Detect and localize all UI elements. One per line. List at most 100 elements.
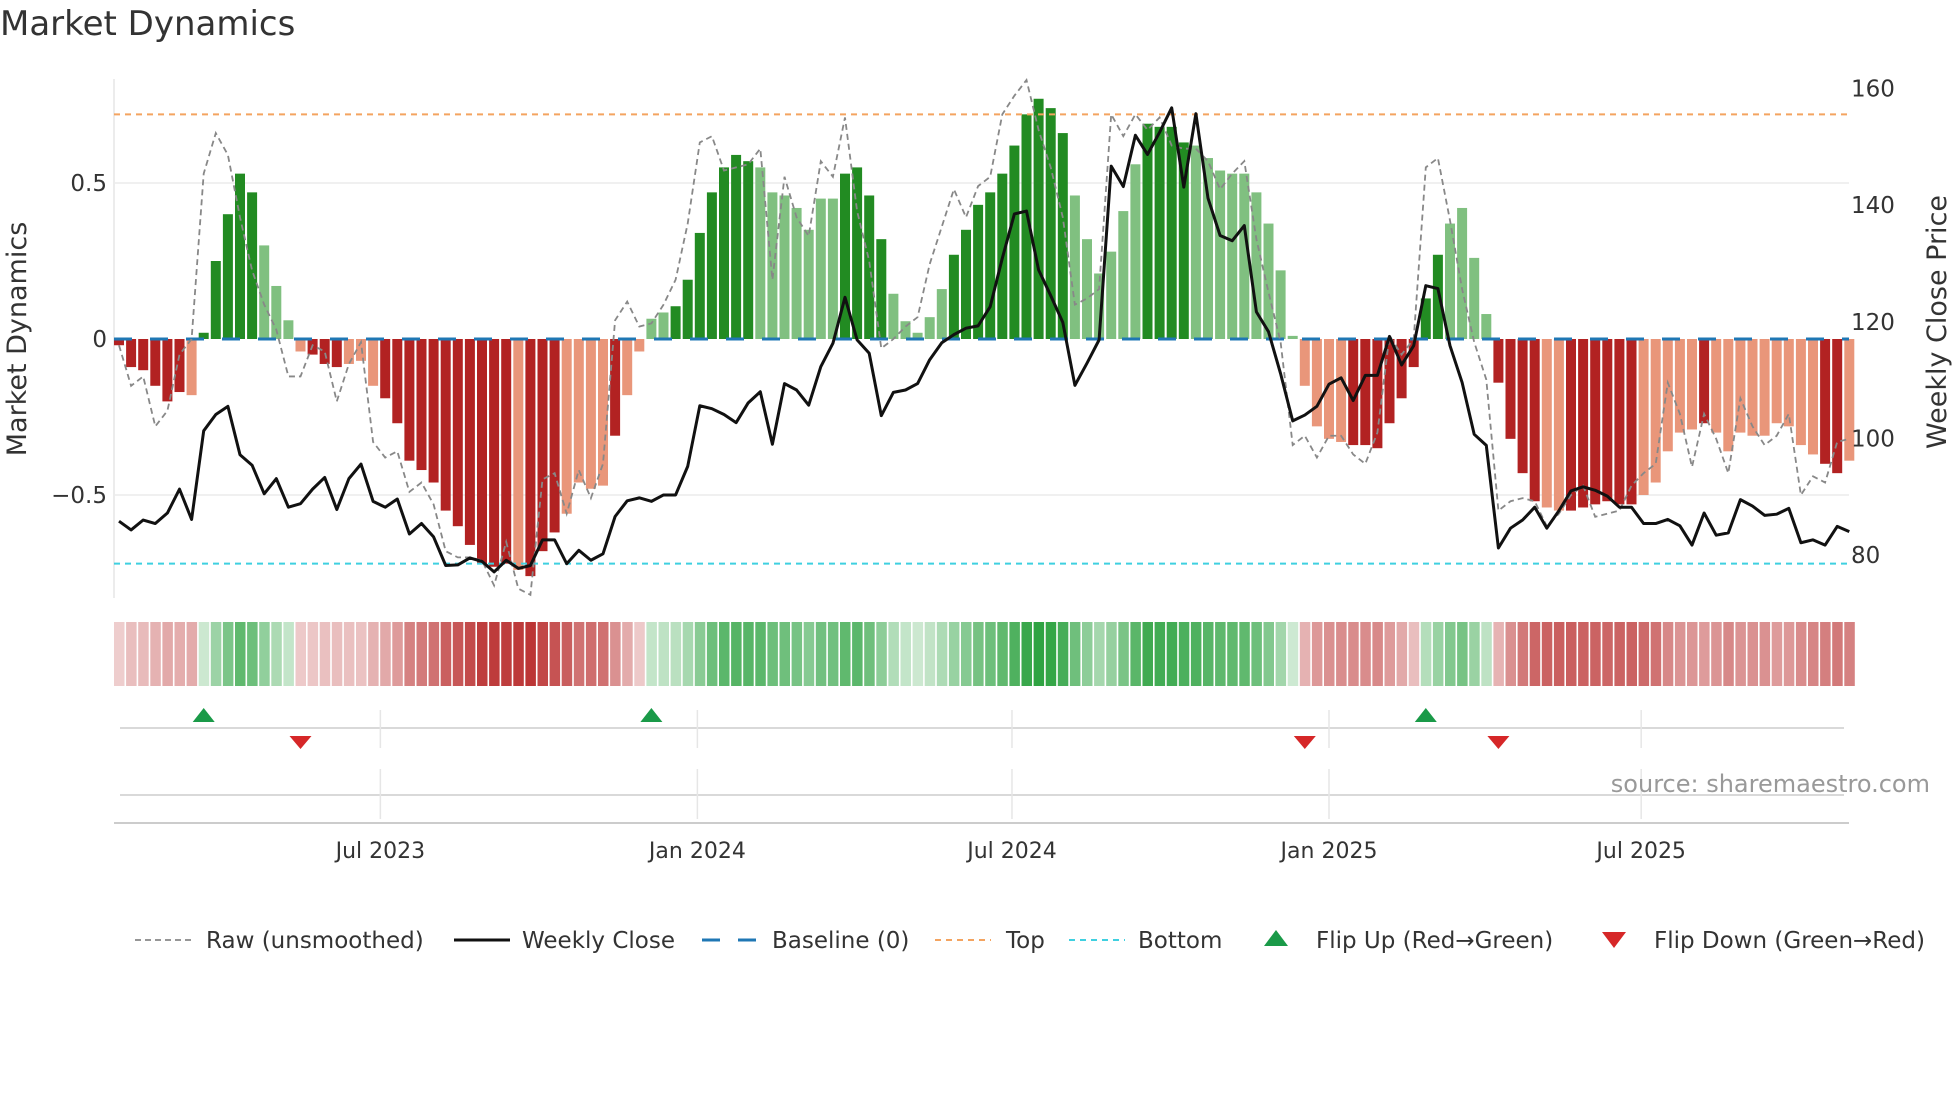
dynamics-bar [961,229,971,339]
heat-cell [682,622,694,686]
dynamics-bar [706,192,717,339]
heat-cell [743,622,754,686]
heat-cell [1578,622,1589,686]
dynamics-bar [1783,339,1794,427]
dynamics-bar [464,339,475,545]
series-lines [118,78,1850,597]
dynamics-bar [573,339,584,483]
right-axis-label: Weekly Close Price [1922,195,1953,449]
heat-cell [1057,622,1069,686]
heat-cell [1154,622,1166,686]
dynamics-bar [1759,339,1770,436]
dynamics-bar [924,317,935,339]
legend-flip-up-icon [1264,930,1288,946]
heat-cell [1820,622,1831,686]
dynamics-bar [1662,339,1673,452]
dynamics-bar [525,339,536,577]
dynamics-bar [1336,339,1347,442]
right-tick-label: 120 [1851,310,1895,336]
heat-cell [1662,622,1674,686]
heat-cell [1602,622,1613,686]
heat-cell [331,622,343,686]
dynamics-bar [598,339,608,486]
heat-cell [1445,622,1456,686]
heat-cell [1275,622,1287,686]
dynamics-bar [1408,339,1419,368]
heat-cell [719,622,730,686]
dynamics-bar [1420,298,1431,339]
heat-cell [1021,622,1032,686]
dynamics-bar [295,339,306,352]
left-axis-label: Market Dynamics [2,222,33,457]
flip-down-marker [1487,736,1510,749]
heat-cell [1384,622,1395,686]
dynamics-bar [1069,195,1080,339]
heat-cell [343,622,355,686]
dynamics-bar [1275,270,1286,339]
heat-cell [1178,622,1190,686]
dynamics-bar [1469,257,1480,339]
dynamics-bar [1166,126,1177,339]
heat-cell [368,622,379,686]
dynamics-bar [634,339,645,352]
heat-cell [852,622,863,686]
dynamics-bar [126,339,137,368]
heat-cell [126,622,137,686]
heat-cell [222,622,234,686]
dynamics-bar [259,245,270,339]
heat-cell [985,622,996,686]
flip-down-marker [1293,736,1316,749]
dynamics-bar [1045,108,1056,340]
dynamics-bar [1808,339,1818,455]
dynamics-bar [428,339,439,483]
dynamics-bar [1735,339,1746,433]
heat-cell [1432,622,1444,686]
dynamics-bar [694,232,705,339]
dynamics-bar [985,192,996,339]
heat-cell [150,622,161,686]
heat-cell [477,622,488,686]
dynamics-bar [1650,339,1661,483]
dynamics-bars [114,98,1855,577]
x-tick-label: Jan 2024 [647,839,746,864]
heat-cell [561,622,573,686]
dynamics-bar [1844,339,1855,461]
heat-cell [1360,622,1371,686]
dynamics-bar [1820,339,1831,464]
dynamics-bar [174,339,185,393]
heat-cell [283,622,294,686]
dynamics-bar [1215,170,1226,339]
heat-cell [815,622,827,686]
heat-cell [1747,622,1758,686]
dynamics-bar [1747,339,1758,436]
dynamics-bar [610,339,621,436]
heat-cell [114,622,125,686]
heat-cell [1493,622,1504,686]
heat-cell [1650,622,1662,686]
dynamics-bar [1287,335,1298,339]
flip-up-marker [1414,708,1437,722]
dynamics-bar [646,318,657,339]
left-tick-label: 0 [92,327,107,353]
dynamics-bar [948,254,959,339]
heat-cell [658,622,669,686]
dynamics-bar [1432,254,1443,339]
heat-cell [1771,622,1783,686]
dynamics-bar [440,339,451,511]
dynamics-bar [198,332,209,339]
heat-cell [1735,622,1746,686]
dynamics-bar [1832,339,1843,474]
heat-cell [1469,622,1480,686]
dynamics-bar [1553,339,1564,511]
heat-cell [1130,622,1141,686]
right-tick-label: 160 [1851,77,1895,103]
left-tick-label: −0.5 [51,483,107,509]
dynamics-bar [779,195,790,339]
dynamics-bar [1481,314,1492,339]
legend-baseline-label: Baseline (0) [772,928,909,954]
weekly-close-line [118,106,1850,574]
heat-cell [779,622,790,686]
heat-cell [1033,622,1045,686]
heat-cell [1844,622,1855,686]
dynamics-bar [1372,339,1383,449]
